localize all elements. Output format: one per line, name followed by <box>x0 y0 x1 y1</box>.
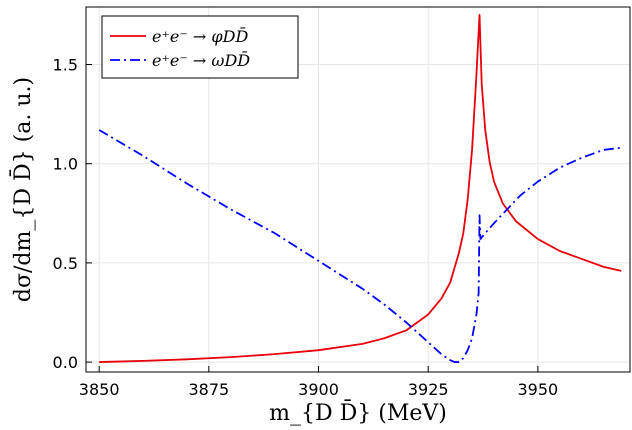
legend-label: e⁺e⁻ → ωDD̄ <box>152 49 250 70</box>
legend-label: e⁺e⁻ → φDD̄ <box>152 25 248 46</box>
axis-ticks: 3850 3875 3900 3925 3950 0.0 0.5 1.0 1.5 <box>53 56 559 399</box>
x-axis-title: m_{D D̄} (MeV) <box>269 399 447 426</box>
x-tick-label: 3875 <box>188 380 229 399</box>
y-tick-label: 1.0 <box>53 155 78 174</box>
x-tick-label: 3925 <box>408 380 449 399</box>
x-tick-label: 3900 <box>298 380 339 399</box>
series-line-1 <box>99 14 622 363</box>
legend-box <box>101 15 299 79</box>
x-tick-label: 3850 <box>79 380 120 399</box>
plot-frame <box>85 6 631 373</box>
legend: e⁺e⁻ → φDD̄ e⁺e⁻ → ωDD̄ <box>101 15 299 79</box>
series-line-2 <box>98 129 622 363</box>
y-tick-label: 0.0 <box>53 353 78 372</box>
y-axis-title: dσ/dm_{D D̄} (a. u.) <box>9 77 36 302</box>
x-tick-label: 3950 <box>518 380 559 399</box>
series-layer <box>98 14 622 363</box>
y-tick-label: 0.5 <box>53 254 78 273</box>
y-tick-label: 1.5 <box>53 56 78 75</box>
